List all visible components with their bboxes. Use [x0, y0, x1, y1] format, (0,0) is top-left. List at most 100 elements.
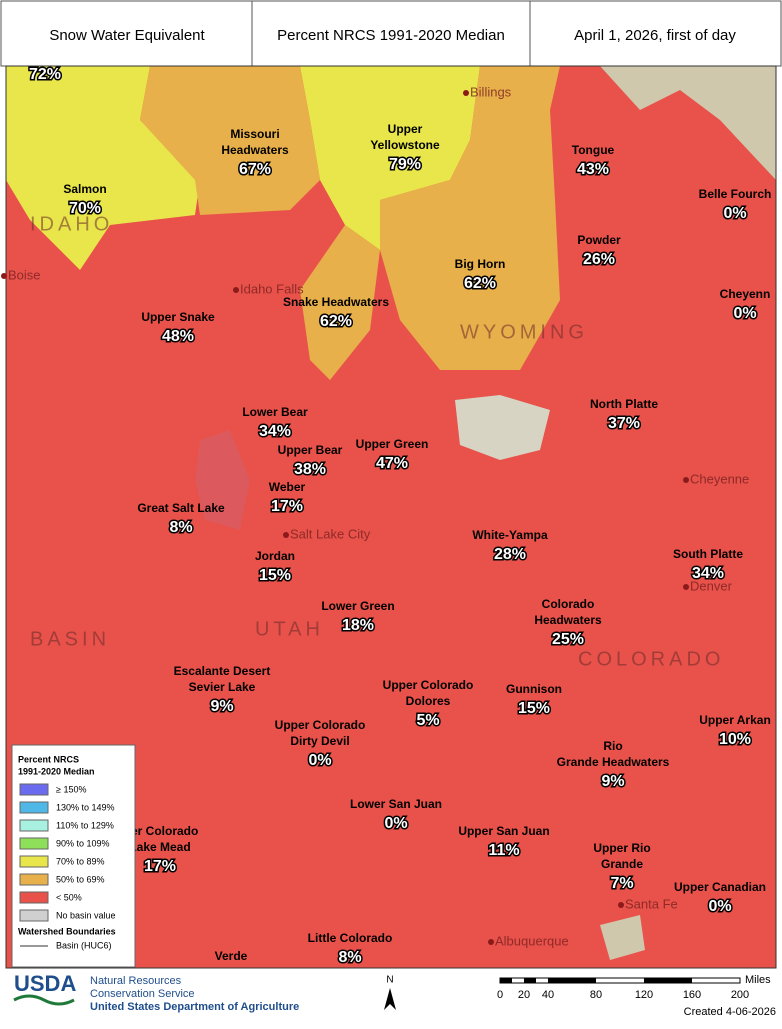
city-label: Denver	[690, 578, 733, 593]
basin-name: Upper San Juan	[458, 824, 549, 838]
basin-name: Yellowstone	[370, 138, 440, 152]
legend-label: 90% to 109%	[56, 838, 110, 848]
basin-value: 25%	[552, 631, 584, 648]
basin-value: 17%	[144, 858, 176, 875]
region-label: COLORADO	[578, 648, 724, 670]
header-title: Snow Water Equivalent	[49, 27, 205, 44]
scale-label: 80	[590, 989, 602, 1001]
basin-name: Dolores	[406, 694, 451, 708]
legend-label: Basin (HUC6)	[56, 940, 112, 950]
city-label: Salt Lake City	[290, 526, 371, 541]
header-date: April 1, 2026, first of day	[574, 27, 736, 44]
basin-name: wer Colorado	[121, 824, 199, 838]
department: United States Department of Agriculture	[90, 1001, 299, 1013]
scale-label: 200	[731, 989, 749, 1001]
footer: USDA Natural Resources Conservation Serv…	[13, 971, 776, 1018]
lake	[195, 430, 250, 530]
agency: Natural Resources	[90, 975, 182, 987]
basin-name: Cheyenn	[720, 287, 771, 301]
no-basin-area	[600, 915, 645, 960]
city-dot	[683, 584, 689, 590]
basin-value: 34%	[259, 423, 291, 440]
basin-name: Upper Canadian	[674, 880, 766, 894]
basin-value: 47%	[376, 455, 408, 472]
region-label: IDAHO	[30, 213, 113, 235]
legend-swatch	[19, 855, 49, 868]
basin-value: 62%	[320, 313, 352, 330]
city-label: Santa Fe	[625, 896, 678, 911]
scale-label: 40	[542, 989, 554, 1001]
zone-70-89	[6, 66, 200, 270]
header-metric: Percent NRCS 1991-2020 Median	[277, 27, 505, 44]
basin-name: Jordan	[255, 549, 295, 563]
scale-seg	[524, 978, 536, 983]
basin-name: Lake Mead	[129, 840, 190, 854]
basin-name: Colorado	[542, 597, 595, 611]
zone-50-69	[140, 66, 320, 215]
legend-swatch	[19, 837, 49, 850]
basin-value: 26%	[583, 251, 615, 268]
basin-value: 0%	[384, 815, 407, 832]
basin-name: Lower Bear	[242, 405, 308, 419]
basin-name: Upper Green	[356, 437, 429, 451]
scale-label: 120	[635, 989, 653, 1001]
scale-bar	[499, 977, 741, 984]
basin-value: 67%	[239, 161, 271, 178]
north-label: N	[386, 975, 393, 986]
basin-value: 37%	[608, 415, 640, 432]
scale-label: 0	[497, 989, 503, 1001]
scale-seg	[500, 978, 512, 983]
legend-label: No basin value	[56, 910, 116, 920]
basin-name: Headwaters	[534, 613, 602, 627]
city-dot	[488, 939, 494, 945]
basin-name: Gunnison	[506, 682, 562, 696]
basin-name: Great Salt Lake	[137, 501, 225, 515]
legend-swatch	[19, 819, 49, 832]
basin-name: Upper Arkan	[699, 713, 771, 727]
basins: Salmon 70% Missouri Headwaters 67% Upper Yello…	[27, 65, 772, 968]
created: Created 4-06-2026	[684, 1006, 776, 1018]
basin-name: Tongue	[572, 143, 615, 157]
city-label: Boise	[8, 267, 41, 282]
basin-name: Escalante Desert	[174, 664, 271, 678]
basin-name: Powder	[577, 233, 621, 247]
city-dot	[683, 477, 689, 483]
scale-unit: Miles	[745, 974, 771, 986]
city-label: Idaho Falls	[240, 281, 304, 296]
basin-name: Salmon	[63, 182, 106, 196]
basin-name: Belle Fourch	[699, 187, 772, 201]
basin-value: 79%	[389, 156, 421, 173]
basin-value: 7%	[610, 875, 633, 892]
basin-value: 0%	[708, 898, 731, 915]
legend-swatch	[19, 783, 49, 796]
places: Billings Boise Idaho Falls Salt Lake City Ch…	[1, 84, 749, 948]
basin-value: 15%	[259, 567, 291, 584]
agency: Conservation Service	[90, 988, 195, 1000]
scale-label: 160	[683, 989, 701, 1001]
basin-name: Upper	[388, 122, 423, 136]
zone-50-69	[380, 66, 560, 370]
map-frame	[5, 65, 777, 969]
basin-name: Lower San Juan	[350, 797, 442, 811]
basin-value: 34%	[692, 565, 724, 582]
basin-value: 0%	[733, 305, 756, 322]
city-label: Albuquerque	[495, 933, 569, 948]
basin-name: Dirty Devil	[290, 734, 349, 748]
city-label: Cheyenne	[690, 471, 749, 486]
basin-name: South Platte	[673, 547, 743, 561]
basin-name: Upper Colorado	[383, 678, 474, 692]
legend-subtitle: Watershed Boundaries	[18, 926, 116, 936]
no-basin-area	[600, 66, 776, 180]
basin-name: Upper Rio	[593, 841, 650, 855]
scale-seg	[548, 978, 596, 983]
basin-value: 72%	[29, 66, 61, 83]
scale-label: 20	[518, 989, 530, 1001]
basin-name: Headwaters	[221, 143, 289, 157]
no-basin-area	[455, 395, 550, 460]
basin-value: 11%	[488, 842, 519, 859]
city-dot	[283, 532, 289, 538]
header: Snow Water Equivalent Percent NRCS 1991-…	[0, 0, 782, 67]
basin-value: 10%	[719, 731, 751, 748]
legend-swatch	[19, 801, 49, 814]
